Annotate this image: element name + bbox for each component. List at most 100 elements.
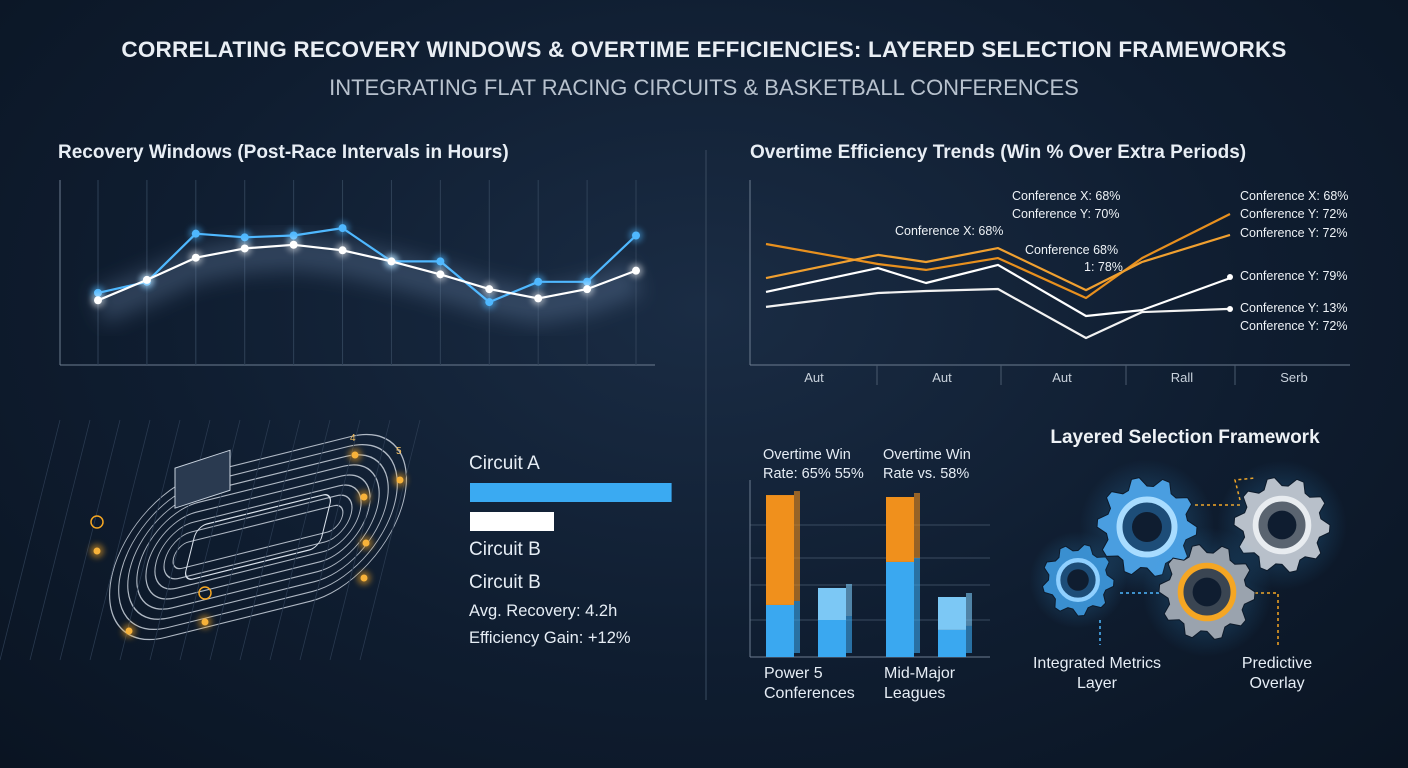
bar-side xyxy=(846,616,852,653)
track-lane xyxy=(163,494,353,580)
race-track xyxy=(109,433,407,641)
bar-segment xyxy=(766,604,794,657)
framework-label: Integrated Metrics Layer xyxy=(1032,655,1162,692)
bar xyxy=(470,483,672,502)
floor-grid xyxy=(59,419,121,661)
category-label: Circuit B xyxy=(469,539,541,560)
data-point xyxy=(289,240,298,249)
annotation-dot xyxy=(1227,306,1233,312)
series-line xyxy=(97,243,637,302)
x-tick-label: Serb xyxy=(1280,370,1308,385)
track-lane xyxy=(136,464,380,610)
category-label: Circuit A xyxy=(469,453,540,474)
data-point xyxy=(485,285,494,294)
data-point xyxy=(534,277,543,286)
floor-grid xyxy=(359,419,421,661)
marker xyxy=(362,539,370,547)
data-point xyxy=(94,296,102,305)
annotation: Conference X: 68% xyxy=(895,224,1004,238)
floor-grid xyxy=(89,419,151,661)
bar-segment xyxy=(886,561,914,657)
annotation: 1: 78% xyxy=(1084,260,1123,274)
framework-label: Predictive Overlay xyxy=(1241,655,1313,692)
data-point xyxy=(485,298,494,307)
floor-grid xyxy=(29,419,91,661)
data-point xyxy=(338,246,347,255)
annotation: Conference Y: 72% xyxy=(1240,207,1348,221)
gear-hub xyxy=(1192,577,1222,607)
x-tick-label: Rall xyxy=(1170,370,1194,385)
data-point xyxy=(142,275,151,284)
annotation: Overtime Win Rate: 65% 55% xyxy=(763,447,864,482)
bar-segment xyxy=(886,496,914,562)
gear-hub xyxy=(1267,510,1297,540)
data-point xyxy=(583,285,592,294)
series-line xyxy=(765,287,1231,340)
marker xyxy=(93,547,101,555)
marker xyxy=(396,476,404,484)
track-lane xyxy=(172,504,344,570)
bar-segment xyxy=(818,620,846,657)
marker xyxy=(351,451,359,459)
category-label: Power 5 Conferences xyxy=(764,665,855,702)
bar-side xyxy=(794,600,800,653)
data-point xyxy=(289,231,298,240)
track-lane xyxy=(109,433,407,641)
series-line xyxy=(765,213,1231,300)
gear-hub xyxy=(1067,569,1089,591)
bar-side xyxy=(794,491,800,601)
framework-title: Layered Selection Framework xyxy=(1050,427,1320,448)
bar-segment xyxy=(938,596,966,630)
data-point xyxy=(632,266,640,275)
data-point xyxy=(436,257,445,266)
x-tick-label: Aut xyxy=(804,370,824,385)
bar xyxy=(470,512,554,531)
track-lane xyxy=(154,484,362,590)
annotation-dot xyxy=(1227,274,1233,280)
data-point xyxy=(240,244,249,253)
pin xyxy=(198,586,212,600)
bar-segment xyxy=(938,629,966,657)
annotation: Conference Y: 79% xyxy=(1240,269,1348,283)
bar-side xyxy=(846,583,852,617)
track-marker-label: 4 xyxy=(350,433,356,444)
category-label: Mid-Major Leagues xyxy=(884,665,956,702)
track-marker-label: 5 xyxy=(396,446,402,457)
chart-title: Overtime Efficiency Trends (Win % Over E… xyxy=(750,142,1247,163)
marker xyxy=(360,574,368,582)
annotation: Overtime Win Rate vs. 58% xyxy=(883,447,971,482)
bar-side xyxy=(966,625,972,653)
annotation: Conference 68% xyxy=(1025,243,1119,257)
annotation: Avg. Recovery: 4.2h xyxy=(469,602,618,620)
floor-grid xyxy=(119,419,181,661)
data-point xyxy=(191,229,200,238)
data-point xyxy=(632,231,640,240)
series-line xyxy=(97,227,637,304)
chart-title: Recovery Windows (Post-Race Intervals in… xyxy=(58,142,509,163)
page-subtitle: INTEGRATING FLAT RACING CIRCUITS & BASKE… xyxy=(329,75,1079,100)
annotation: Conference X: 68% xyxy=(1012,189,1121,203)
track-lane xyxy=(145,474,371,600)
bar-side xyxy=(966,592,972,626)
bar-segment xyxy=(818,587,846,621)
x-tick-label: Aut xyxy=(932,370,952,385)
floor-grid xyxy=(299,419,361,661)
marker xyxy=(360,493,368,501)
page-title: CORRELATING RECOVERY WINDOWS & OVERTIME … xyxy=(121,37,1287,62)
infield xyxy=(184,494,332,580)
annotation: Conference Y: 72% xyxy=(1240,319,1348,333)
annotation: Conference Y: 70% xyxy=(1012,207,1120,221)
floor-grid xyxy=(269,419,331,661)
annotation: Conference X: 68% xyxy=(1240,189,1349,203)
floor-grid xyxy=(239,419,301,661)
board xyxy=(174,449,231,509)
marker xyxy=(201,618,209,626)
data-point xyxy=(436,270,445,279)
annotation: Circuit B xyxy=(469,572,541,593)
bar-side xyxy=(914,557,920,653)
data-point xyxy=(387,257,396,266)
x-tick-label: Aut xyxy=(1052,370,1072,385)
data-point xyxy=(338,224,347,233)
